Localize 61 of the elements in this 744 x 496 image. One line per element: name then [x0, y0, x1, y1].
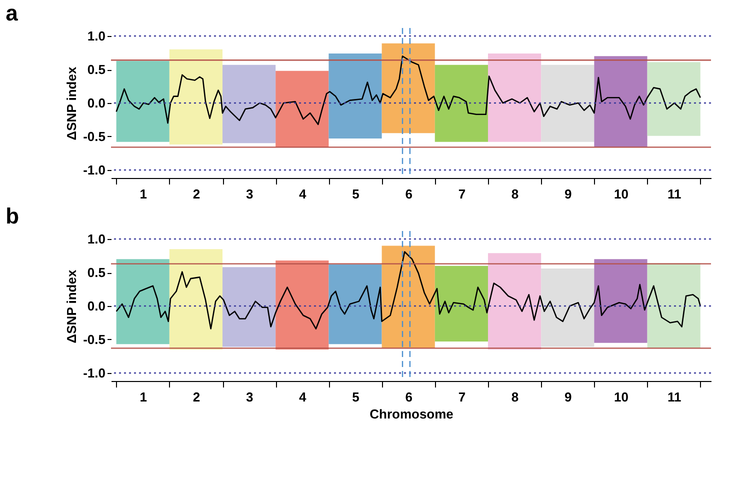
y-axis-title: ΔSNP index — [64, 269, 80, 344]
x-tick-label: 7 — [458, 186, 466, 202]
bar — [647, 263, 700, 348]
x-tick-label: 9 — [564, 186, 572, 202]
bar — [434, 64, 488, 142]
x-tick-label: 6 — [405, 390, 412, 404]
x-tick-label: 6 — [405, 186, 412, 202]
x-tick-label: 11 — [667, 186, 682, 202]
x-tick-label: 3 — [246, 186, 254, 202]
x-tick-label: 2 — [192, 390, 200, 404]
bar — [594, 56, 648, 148]
bar — [169, 249, 223, 350]
x-tick-label: 1 — [140, 186, 147, 202]
chart-title: b — [6, 203, 20, 228]
x-tick-label: 1 — [140, 390, 147, 404]
y-tick-label: -1.0 — [83, 365, 106, 380]
y-tick-label: -0.5 — [83, 128, 106, 144]
y-axis-title: ΔSNP index — [64, 66, 80, 140]
x-tick-label: 10 — [614, 186, 628, 202]
x-tick-label: 11 — [667, 390, 682, 404]
line-series — [116, 251, 702, 330]
x-tick-label: 4 — [299, 390, 308, 404]
bar — [382, 246, 435, 348]
y-tick-label: -0.5 — [83, 332, 106, 347]
bar — [276, 260, 329, 350]
y-tick-label: 0.0 — [87, 298, 106, 314]
y-tick-label: 0.5 — [87, 265, 106, 280]
bar — [434, 266, 488, 342]
x-tick-label: 10 — [614, 390, 628, 404]
bar — [116, 259, 170, 344]
bar — [328, 264, 382, 344]
x-tick-label: 5 — [352, 186, 360, 202]
x-tick-label: 8 — [511, 390, 519, 404]
y-tick-label: 1.0 — [87, 28, 106, 44]
y-tick-label: -1.0 — [83, 162, 106, 178]
bar — [169, 49, 223, 145]
x-tick-label: 4 — [299, 186, 308, 202]
x-axis-title: Chromosome — [370, 406, 454, 422]
bar — [541, 268, 594, 347]
bar — [328, 53, 382, 138]
x-tick-label: 7 — [458, 390, 466, 404]
bar — [382, 43, 435, 134]
x-tick-label: 2 — [192, 186, 200, 202]
bar — [541, 64, 594, 142]
x-tick-label: 8 — [511, 186, 519, 202]
x-tick-label: 9 — [564, 390, 572, 404]
bar — [647, 62, 700, 136]
bar — [488, 53, 542, 142]
y-tick-label: 0.5 — [87, 62, 106, 78]
bar — [116, 60, 170, 142]
bar — [276, 70, 329, 148]
line-series — [116, 55, 702, 126]
bar — [222, 64, 276, 144]
y-tick-label: 1.0 — [87, 232, 106, 247]
y-tick-label: 0.0 — [87, 96, 106, 110]
x-tick-label: 3 — [246, 390, 254, 404]
chart-title: a — [6, 0, 19, 26]
bar — [222, 267, 276, 347]
bar — [488, 253, 542, 350]
x-tick-label: 5 — [352, 390, 360, 404]
bar — [594, 259, 648, 343]
